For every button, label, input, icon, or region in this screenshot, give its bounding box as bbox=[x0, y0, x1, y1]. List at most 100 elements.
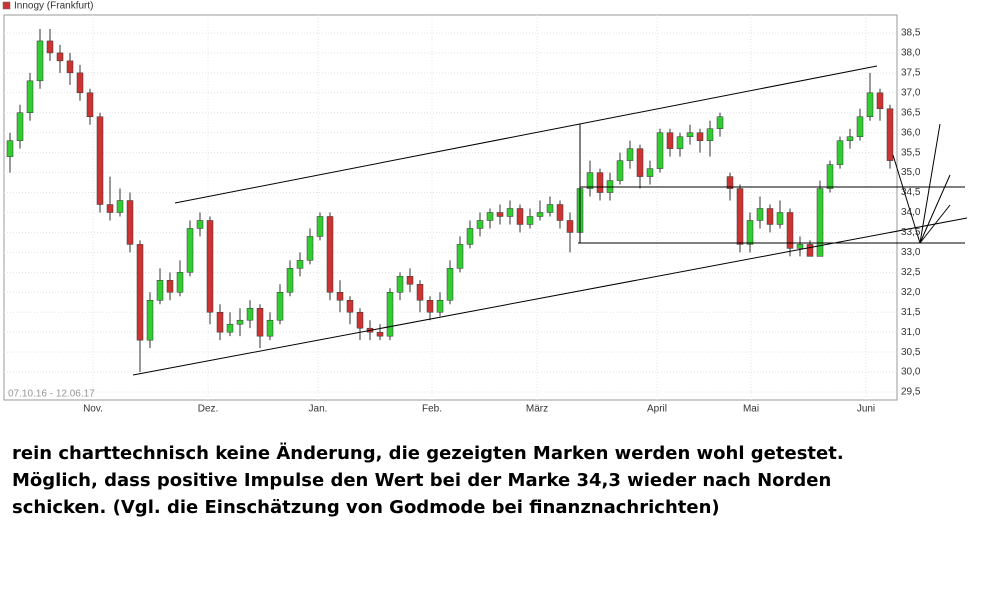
candle-body bbox=[206, 220, 214, 313]
candle-body bbox=[786, 212, 794, 249]
candle-body bbox=[736, 188, 744, 245]
candle-body bbox=[266, 319, 274, 337]
candle-body bbox=[716, 116, 724, 129]
candle-body bbox=[706, 128, 714, 141]
candle-body bbox=[306, 236, 314, 261]
candle-body bbox=[336, 292, 344, 301]
candle-body bbox=[216, 311, 224, 333]
candle-body bbox=[626, 148, 634, 161]
y-tick-label: 35,5 bbox=[901, 147, 921, 158]
candle-body bbox=[186, 228, 194, 273]
candle-body bbox=[196, 220, 204, 229]
candle-body bbox=[326, 216, 334, 293]
lower-channel bbox=[132, 217, 968, 376]
y-tick-label: 32,0 bbox=[901, 287, 921, 298]
candle-body bbox=[666, 132, 674, 149]
x-tick-label: Mai bbox=[743, 404, 759, 415]
fan-line bbox=[892, 154, 921, 244]
candle-body bbox=[496, 212, 504, 217]
candle-body bbox=[66, 60, 74, 74]
candle-body bbox=[646, 168, 654, 177]
y-tick-label: 35,0 bbox=[901, 167, 921, 178]
y-tick-label: 30,0 bbox=[901, 367, 921, 378]
candle-body bbox=[386, 292, 394, 337]
candle-body bbox=[166, 280, 174, 293]
candle-body bbox=[376, 331, 384, 337]
candle-body bbox=[456, 244, 464, 269]
candle-body bbox=[446, 268, 454, 301]
candle-body bbox=[276, 292, 284, 321]
candle-body bbox=[176, 272, 184, 293]
candle-body bbox=[566, 220, 574, 233]
y-tick-label: 37,0 bbox=[901, 87, 921, 98]
candle-body bbox=[836, 140, 844, 165]
candle-body bbox=[546, 204, 554, 213]
grid bbox=[4, 15, 897, 400]
candle-body bbox=[146, 300, 154, 341]
x-tick-label: Nov. bbox=[83, 404, 103, 415]
candle-body bbox=[286, 268, 294, 293]
candle-body bbox=[126, 200, 134, 245]
y-tick-label: 30,5 bbox=[901, 347, 921, 358]
candle-body bbox=[76, 72, 84, 94]
comment-line: Möglich, dass positive Impulse den Wert … bbox=[12, 470, 832, 491]
y-tick-label: 31,5 bbox=[901, 307, 921, 318]
fan-line bbox=[919, 174, 951, 244]
candle-body bbox=[396, 276, 404, 293]
candle-body bbox=[416, 284, 424, 301]
fan-line bbox=[919, 204, 951, 244]
fan-line bbox=[919, 123, 941, 244]
candle-body bbox=[676, 136, 684, 149]
candle-body bbox=[466, 228, 474, 245]
candle-body bbox=[346, 300, 354, 313]
candle-body bbox=[586, 172, 594, 189]
y-tick-label: 33,5 bbox=[901, 227, 921, 238]
candle-body bbox=[776, 212, 784, 225]
candle-body bbox=[256, 307, 264, 337]
upper-channel bbox=[174, 65, 878, 204]
candle-body bbox=[56, 52, 64, 62]
x-tick-label: April bbox=[647, 404, 667, 415]
candle-body bbox=[486, 212, 494, 221]
candle-body bbox=[756, 208, 764, 221]
comment: rein charttechnisch keine Änderung, die … bbox=[12, 440, 972, 521]
legend-swatch bbox=[2, 1, 11, 10]
legend-label: Innogy (Frankfurt) bbox=[14, 1, 93, 12]
x-tick-label: Feb. bbox=[422, 404, 442, 415]
y-tick-label: 37,5 bbox=[901, 67, 921, 78]
y-tick-label: 34,0 bbox=[901, 207, 921, 218]
candle-body bbox=[876, 92, 884, 110]
y-tick-label: 32,5 bbox=[901, 267, 921, 278]
candles bbox=[6, 28, 894, 373]
candle-body bbox=[526, 216, 534, 225]
candle-body bbox=[356, 311, 364, 329]
candle-body bbox=[226, 323, 234, 333]
candle-body bbox=[476, 220, 484, 229]
candle-body bbox=[596, 172, 604, 193]
candle-body bbox=[856, 116, 864, 137]
candle-body bbox=[436, 300, 444, 313]
y-tick-label: 36,0 bbox=[901, 127, 921, 138]
x-tick-label: Juni bbox=[857, 404, 875, 415]
candle-body bbox=[636, 148, 644, 177]
candle-body bbox=[26, 80, 34, 113]
y-tick-label: 38,0 bbox=[901, 48, 921, 59]
candle-body bbox=[796, 244, 804, 249]
candle-body bbox=[296, 260, 304, 269]
y-tick-label: 31,0 bbox=[901, 327, 921, 338]
y-tick-label: 36,5 bbox=[901, 107, 921, 118]
candle-body bbox=[886, 108, 894, 161]
candle-body bbox=[316, 216, 324, 237]
candle-body bbox=[846, 136, 854, 141]
candle-body bbox=[696, 132, 704, 141]
candle-body bbox=[406, 276, 414, 285]
candle-body bbox=[816, 188, 824, 257]
y-tick-label: 29,5 bbox=[901, 387, 921, 398]
comment-line: schicken. (Vgl. die Einschätzung von God… bbox=[12, 497, 720, 518]
candle-body bbox=[106, 204, 114, 213]
candle-body bbox=[86, 92, 94, 117]
y-tick-label: 34,5 bbox=[901, 187, 921, 198]
candle-body bbox=[556, 204, 564, 221]
candle-body bbox=[656, 132, 664, 169]
